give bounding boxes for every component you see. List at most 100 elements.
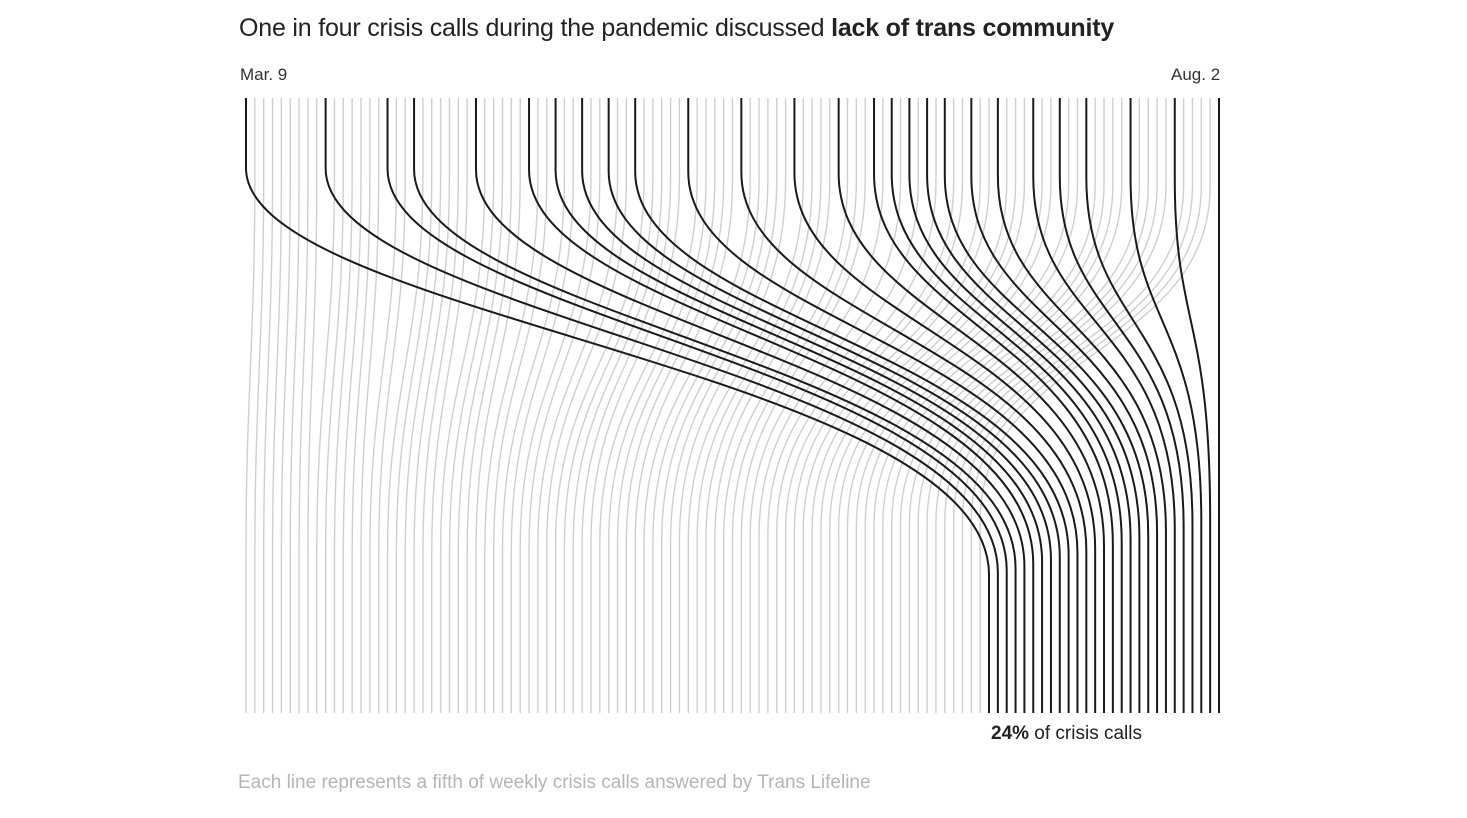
other-call-line — [899, 98, 1114, 713]
share-suffix: of crisis calls — [1029, 723, 1142, 744]
lack-of-community-line — [386, 98, 1008, 713]
other-call-line — [316, 98, 336, 713]
other-call-line — [714, 98, 831, 713]
other-call-line — [386, 98, 424, 713]
other-call-line — [289, 98, 300, 713]
other-call-line — [324, 98, 344, 713]
other-call-line — [254, 98, 265, 713]
other-call-line — [829, 98, 1017, 713]
end-date-label: Aug. 2 — [1171, 65, 1221, 84]
lack-of-community-line — [793, 98, 1097, 713]
other-call-line — [422, 98, 459, 713]
other-call-line — [563, 98, 654, 713]
other-call-line — [961, 98, 1194, 713]
title-lead: One in four crisis calls during the pand… — [239, 14, 832, 42]
other-call-line — [484, 98, 539, 713]
other-call-line — [431, 98, 468, 713]
lack-of-community-line — [607, 98, 1061, 713]
other-call-line — [837, 98, 1026, 713]
other-call-line — [466, 98, 513, 713]
other-call-line — [661, 98, 769, 713]
lack-of-community-lines — [245, 98, 1221, 713]
other-call-line — [678, 98, 787, 713]
other-call-line — [333, 98, 353, 713]
other-call-line — [590, 98, 681, 713]
other-call-line — [926, 98, 1149, 713]
lack-of-community-line — [740, 98, 1088, 713]
other-call-line — [802, 98, 981, 713]
other-call-line — [439, 98, 486, 713]
lack-of-community-line — [687, 98, 1079, 713]
other-call-line — [307, 98, 318, 713]
other-call-line — [820, 98, 1008, 713]
lack-of-community-line — [970, 98, 1159, 713]
other-call-line — [245, 98, 256, 713]
lack-of-community-line — [634, 98, 1070, 713]
other-call-line — [510, 98, 574, 713]
other-call-line — [501, 98, 566, 713]
other-call-line — [873, 98, 1079, 713]
other-call-line — [625, 98, 725, 713]
other-call-line — [696, 98, 813, 713]
other-call-line — [280, 98, 291, 713]
other-call-line — [492, 98, 548, 713]
other-call-line — [448, 98, 495, 713]
other-call-line — [784, 98, 955, 713]
other-call-line — [740, 98, 866, 713]
footnote: Each line represents a fifth of weekly c… — [238, 772, 871, 793]
other-call-line — [634, 98, 734, 713]
other-call-line — [572, 98, 663, 713]
lack-of-community-line — [554, 98, 1044, 713]
lack-of-community-line — [1058, 98, 1185, 713]
other-call-line — [776, 98, 937, 713]
other-call-line — [891, 98, 1105, 713]
lack-of-community-line — [873, 98, 1114, 713]
lack-of-community-line — [581, 98, 1052, 713]
other-call-line — [722, 98, 849, 713]
other-call-line — [413, 98, 451, 713]
lack-of-community-line — [474, 98, 1026, 713]
other-call-line — [908, 98, 1123, 713]
lack-of-community-line — [890, 98, 1123, 713]
other-call-line — [360, 98, 380, 713]
other-call-line — [607, 98, 707, 713]
other-call-line — [935, 98, 1158, 713]
title-emphasis: lack of trans community — [831, 14, 1115, 42]
other-call-line — [882, 98, 1096, 713]
other-call-line — [855, 98, 1052, 713]
lack-of-community-line — [837, 98, 1106, 713]
lack-of-community-line — [1085, 98, 1194, 713]
share-value: 24% — [991, 723, 1030, 744]
other-call-line — [846, 98, 1043, 713]
other-call-line — [395, 98, 433, 713]
other-call-line — [669, 98, 778, 713]
other-call-line — [342, 98, 362, 713]
other-call-line — [944, 98, 1167, 713]
other-calls-lines — [245, 98, 1211, 713]
other-call-line — [554, 98, 645, 713]
lack-of-community-line — [996, 98, 1167, 713]
other-call-line — [705, 98, 822, 713]
chart-title: One in four crisis calls during the pand… — [239, 14, 1114, 43]
other-call-line — [475, 98, 521, 713]
other-call-line — [404, 98, 442, 713]
other-call-line — [528, 98, 601, 713]
other-call-line — [749, 98, 884, 713]
other-call-line — [643, 98, 751, 713]
share-annotation: 24% of crisis calls — [991, 723, 1142, 745]
lack-of-community-line — [943, 98, 1150, 713]
other-call-line — [537, 98, 619, 713]
other-call-line — [581, 98, 672, 713]
other-call-line — [519, 98, 592, 713]
other-call-line — [979, 98, 1211, 713]
lack-of-community-line — [413, 98, 1017, 713]
other-call-line — [271, 98, 283, 713]
other-call-line — [298, 98, 309, 713]
other-call-line — [917, 98, 1141, 713]
lack-of-community-line — [1129, 98, 1203, 713]
lack-of-community-line — [245, 98, 991, 713]
start-date-label: Mar. 9 — [240, 65, 288, 84]
other-call-line — [616, 98, 716, 713]
other-call-line — [652, 98, 760, 713]
